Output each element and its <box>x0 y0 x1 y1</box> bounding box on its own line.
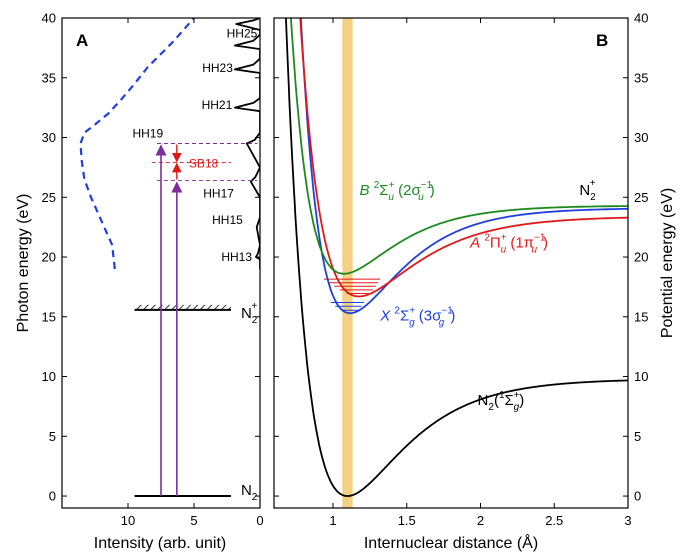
harmonic-label-hh25: HH25 <box>227 27 258 41</box>
potential-curve-X <box>300 18 628 315</box>
harmonic-label-hh19: HH19 <box>132 126 163 140</box>
harmonic-label-hh15: HH15 <box>212 213 243 227</box>
panel-b-x-tick-label: 1 <box>329 513 336 528</box>
harmonic-label-hh23: HH23 <box>202 61 233 75</box>
panel-b-y-tick-label: 25 <box>634 190 648 205</box>
ion-level-hatch <box>134 304 231 310</box>
panel-a-x-axis-label: Intensity (arb. unit) <box>94 535 227 552</box>
b-state-label: B 2Σ+ u (2σ−1 u) <box>360 180 435 203</box>
neutral-level-label: N2 <box>241 482 258 503</box>
panel-a-frame <box>61 17 261 509</box>
panel-a-y-tick-label: 10 <box>42 369 56 384</box>
hhg-spectrum-line <box>233 18 260 269</box>
panel-b-y-tick-label: 10 <box>634 369 648 384</box>
panel-a-y-tick-label: 30 <box>42 130 56 145</box>
franck-condon-band <box>342 18 353 508</box>
panel-a-y-tick-label: 15 <box>42 309 56 324</box>
panel-b-x-tick-label: 3 <box>624 513 631 528</box>
panel-b-annotations: N2(1Σ+ g) B 2Σ+ u (2σ−1 u) A 2Π+ u (1π−1 u) X 2Σ… <box>360 178 597 413</box>
panel-b-label: B <box>596 31 608 50</box>
panel-a-y-tick-label: 20 <box>42 250 56 265</box>
harmonic-label-hh17: HH17 <box>203 187 234 201</box>
ground-state-label: N2(1Σ+ g) <box>478 390 525 413</box>
panel-a-annotations: N2 N2+ SB18 HH13 HH15 HH17 HH19 HH21 HH23 HH25 <box>132 27 257 504</box>
panel-a-y-tick-label: 40 <box>42 11 56 26</box>
ion-label: N2+ <box>579 178 596 203</box>
panel-b-y-tick-label: 15 <box>634 309 648 324</box>
panel-b-x-axis-label: Internuclear distance (Å) <box>364 533 538 552</box>
panel-b-x-tick-label: 2 <box>477 513 484 528</box>
panel-b-y-tick-label: 35 <box>634 70 648 85</box>
panel-b-y-axis-label: Potential energy (eV) <box>659 188 676 338</box>
a-state-label: A 2Π+ u (1π−1 u) <box>469 232 548 255</box>
panel-b: 0 5 10 15 20 25 30 35 40 1 1.5 2 2.5 3 N2(1Σ+ g) B 2Σ+ u… <box>273 11 676 552</box>
panel-a-y-tick-label: 35 <box>42 70 56 85</box>
harmonic-label-hh13: HH13 <box>221 250 252 264</box>
panel-b-y-tick-label: 5 <box>634 429 641 444</box>
harmonic-label-hh21: HH21 <box>202 98 233 112</box>
panel-a-y-tick-label: 25 <box>42 190 56 205</box>
panel-a-x-tick-label: 10 <box>121 513 135 528</box>
panel-a-label: A <box>76 31 88 50</box>
potential-curve-A <box>299 18 628 298</box>
panel-a-y-tick-label: 5 <box>49 429 56 444</box>
panel-b-y-tick-label: 20 <box>634 250 648 265</box>
sideband-label: SB18 <box>189 157 219 171</box>
panel-b-marks <box>285 18 628 508</box>
panel-a-ticks: 0 5 10 15 20 25 30 35 40 10 5 0 <box>42 11 264 529</box>
panel-b-y-tick-label: 0 <box>634 489 641 504</box>
ion-level-label: N2+ <box>241 301 258 326</box>
panel-a-x-tick-label: 0 <box>256 513 263 528</box>
panel-b-ticks: 0 5 10 15 20 25 30 35 40 1 1.5 2 2.5 3 <box>274 11 648 528</box>
panel-a-y-axis-label: Photon energy (eV) <box>15 194 32 333</box>
panel-b-y-tick-label: 30 <box>634 130 648 145</box>
driving-spectrum-line <box>79 18 195 270</box>
panel-a-y-tick-label: 0 <box>49 489 56 504</box>
panel-b-x-tick-label: 2.5 <box>545 513 563 528</box>
potential-curve-ground <box>285 18 628 497</box>
panel-b-frame <box>273 17 629 509</box>
panel-b-x-tick-label: 1.5 <box>398 513 416 528</box>
panel-a-marks <box>79 18 260 270</box>
panel-a-x-tick-label: 5 <box>190 513 197 528</box>
potential-curve-B <box>290 18 628 275</box>
x-state-label: X 2Σ+ g (3σ−1 g) <box>379 305 455 328</box>
panel-b-y-tick-label: 40 <box>634 11 648 26</box>
panel-a: 0 5 10 15 20 25 30 35 40 10 5 0 N2 N2+ SB18 HH13 HH15 HH… <box>15 11 264 553</box>
